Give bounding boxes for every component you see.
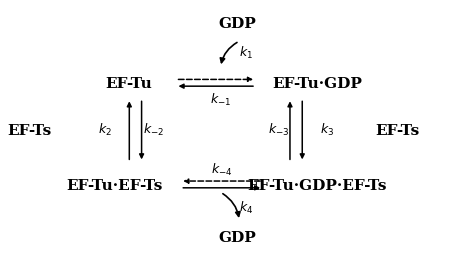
Text: EF-Tu·GDP: EF-Tu·GDP [273,77,362,91]
Text: EF-Ts: EF-Ts [375,124,420,138]
Text: GDP: GDP [218,17,256,31]
Text: $k_{-3}$: $k_{-3}$ [268,122,289,138]
Text: $k_{-2}$: $k_{-2}$ [143,122,164,138]
Text: $k_4$: $k_4$ [239,200,254,216]
Text: GDP: GDP [218,231,256,245]
Text: $k_{-4}$: $k_{-4}$ [211,162,232,178]
Text: $k_1$: $k_1$ [239,45,254,61]
Text: $k_3$: $k_3$ [320,122,334,138]
Text: EF-Tu: EF-Tu [105,77,152,91]
Text: EF-Ts: EF-Ts [7,124,51,138]
Text: EF-Tu·EF-Ts: EF-Tu·EF-Ts [66,179,163,193]
Text: EF-Tu·GDP·EF-Ts: EF-Tu·GDP·EF-Ts [247,179,387,193]
Text: $k_{-1}$: $k_{-1}$ [210,92,231,108]
Text: $k_2$: $k_2$ [98,122,112,138]
